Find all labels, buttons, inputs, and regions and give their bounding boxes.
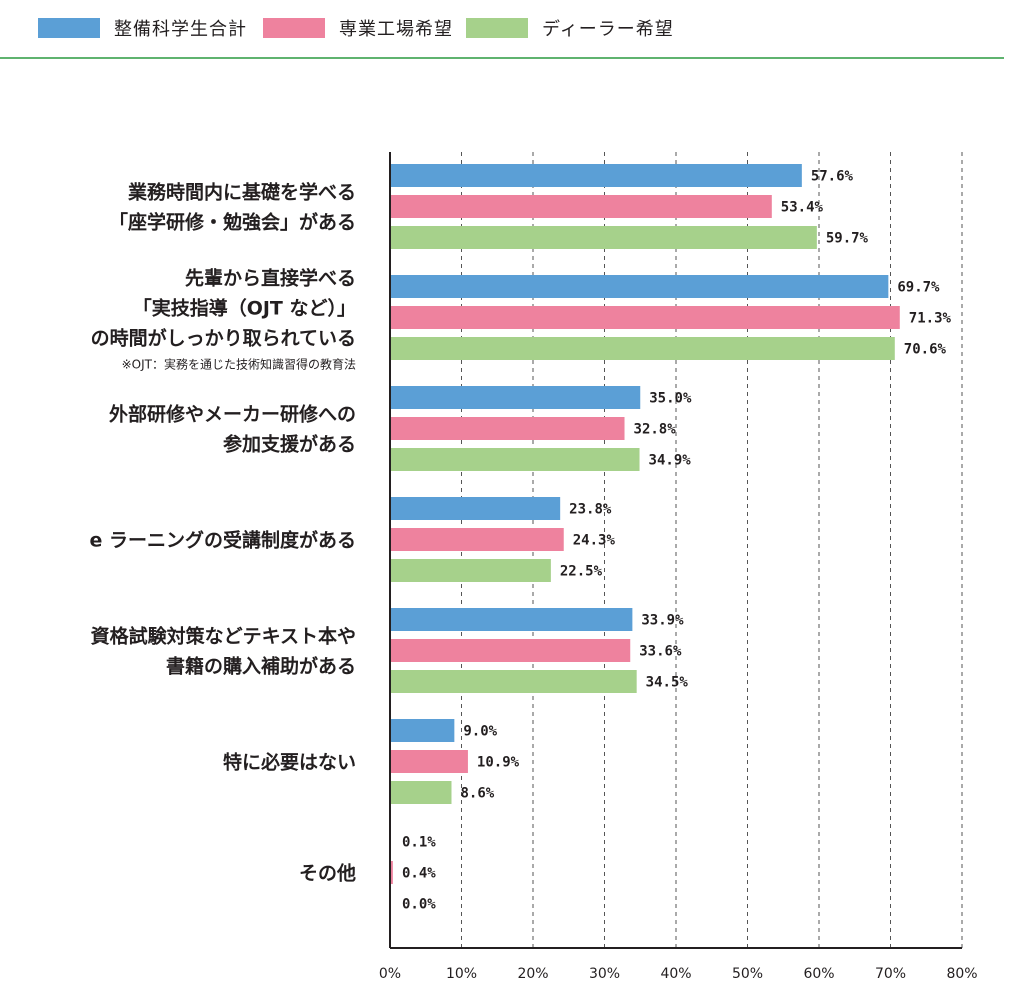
bar	[390, 195, 772, 218]
data-label: 34.5%	[646, 675, 689, 691]
data-label: 70.6%	[904, 342, 947, 358]
x-tick-label: 30%	[589, 966, 620, 982]
data-label: 0.1%	[402, 835, 436, 851]
x-tick-label: 50%	[732, 966, 763, 982]
category-label: 資格試験対策などテキスト本や	[91, 625, 356, 648]
bar	[390, 497, 561, 520]
data-label: 33.6%	[639, 644, 682, 660]
bar	[390, 608, 633, 631]
bar	[390, 448, 640, 471]
legend-divider	[0, 57, 1004, 59]
data-label: 0.4%	[402, 866, 436, 882]
legend-label-dealer: ディーラー希望	[542, 19, 674, 40]
category-label: 外部研修やメーカー研修への	[109, 403, 356, 426]
legend-item-total: 整備科学生合計	[38, 14, 247, 42]
data-label: 32.8%	[634, 422, 677, 438]
category-label: e ラーニングの受講制度がある	[89, 529, 356, 552]
data-label: 59.7%	[826, 231, 869, 247]
bar	[390, 528, 564, 551]
data-label: 34.9%	[649, 453, 692, 469]
legend-item-dealer: ディーラー希望	[466, 14, 674, 42]
x-tick-label: 40%	[660, 966, 691, 982]
legend-swatch-dealer	[466, 18, 528, 38]
data-label: 53.4%	[781, 200, 824, 216]
x-tick-label: 0%	[379, 966, 401, 982]
bar	[390, 559, 551, 582]
category-label: 特に必要はない	[223, 751, 356, 774]
legend-label-total: 整備科学生合計	[114, 19, 247, 40]
category-label: 書籍の購入補助がある	[166, 655, 356, 678]
x-tick-label: 20%	[517, 966, 548, 982]
bar	[390, 164, 802, 187]
bar	[390, 386, 641, 409]
bar	[390, 226, 817, 249]
data-label: 23.8%	[569, 502, 612, 518]
category-label: 「座学研修・勉強会」がある	[109, 211, 356, 234]
legend-item-specialty: 専業工場希望	[263, 14, 453, 42]
data-label: 24.3%	[573, 533, 616, 549]
category-note: ※OJT：実務を通じた技術知識習得の教育法	[122, 357, 356, 372]
category-label: その他	[299, 862, 356, 885]
data-label: 9.0%	[463, 724, 497, 740]
bar	[390, 750, 468, 773]
bar	[390, 781, 452, 804]
legend-swatch-total	[38, 18, 100, 38]
bar	[390, 275, 889, 298]
category-label: 「実技指導（OJT など）」	[133, 297, 356, 320]
data-label: 22.5%	[560, 564, 603, 580]
category-label: 業務時間内に基礎を学べる	[127, 181, 356, 204]
data-label: 10.9%	[477, 755, 520, 771]
category-label: 参加支援がある	[223, 433, 356, 456]
data-label: 8.6%	[460, 786, 494, 802]
bar	[390, 670, 637, 693]
data-label: 57.6%	[811, 169, 854, 185]
data-label: 69.7%	[897, 280, 940, 296]
bar	[390, 861, 393, 884]
legend-label-specialty: 専業工場希望	[339, 19, 453, 40]
data-label: 71.3%	[909, 311, 952, 327]
x-tick-label: 10%	[446, 966, 477, 982]
category-label: の時間がしっかり取られている	[91, 327, 356, 350]
bar	[390, 639, 631, 662]
bar	[390, 417, 625, 440]
bar	[390, 306, 900, 329]
x-tick-label: 70%	[875, 966, 906, 982]
x-tick-label: 60%	[803, 966, 834, 982]
data-label: 33.9%	[641, 613, 684, 629]
x-tick-label: 80%	[946, 966, 977, 982]
bar	[390, 719, 455, 742]
legend: 整備科学生合計 専業工場希望 ディーラー希望	[0, 0, 1024, 59]
category-label: 先輩から直接学べる	[185, 267, 356, 290]
data-label: 35.0%	[649, 391, 692, 407]
legend-swatch-specialty	[263, 18, 325, 38]
bar	[390, 337, 895, 360]
data-label: 0.0%	[402, 897, 436, 913]
